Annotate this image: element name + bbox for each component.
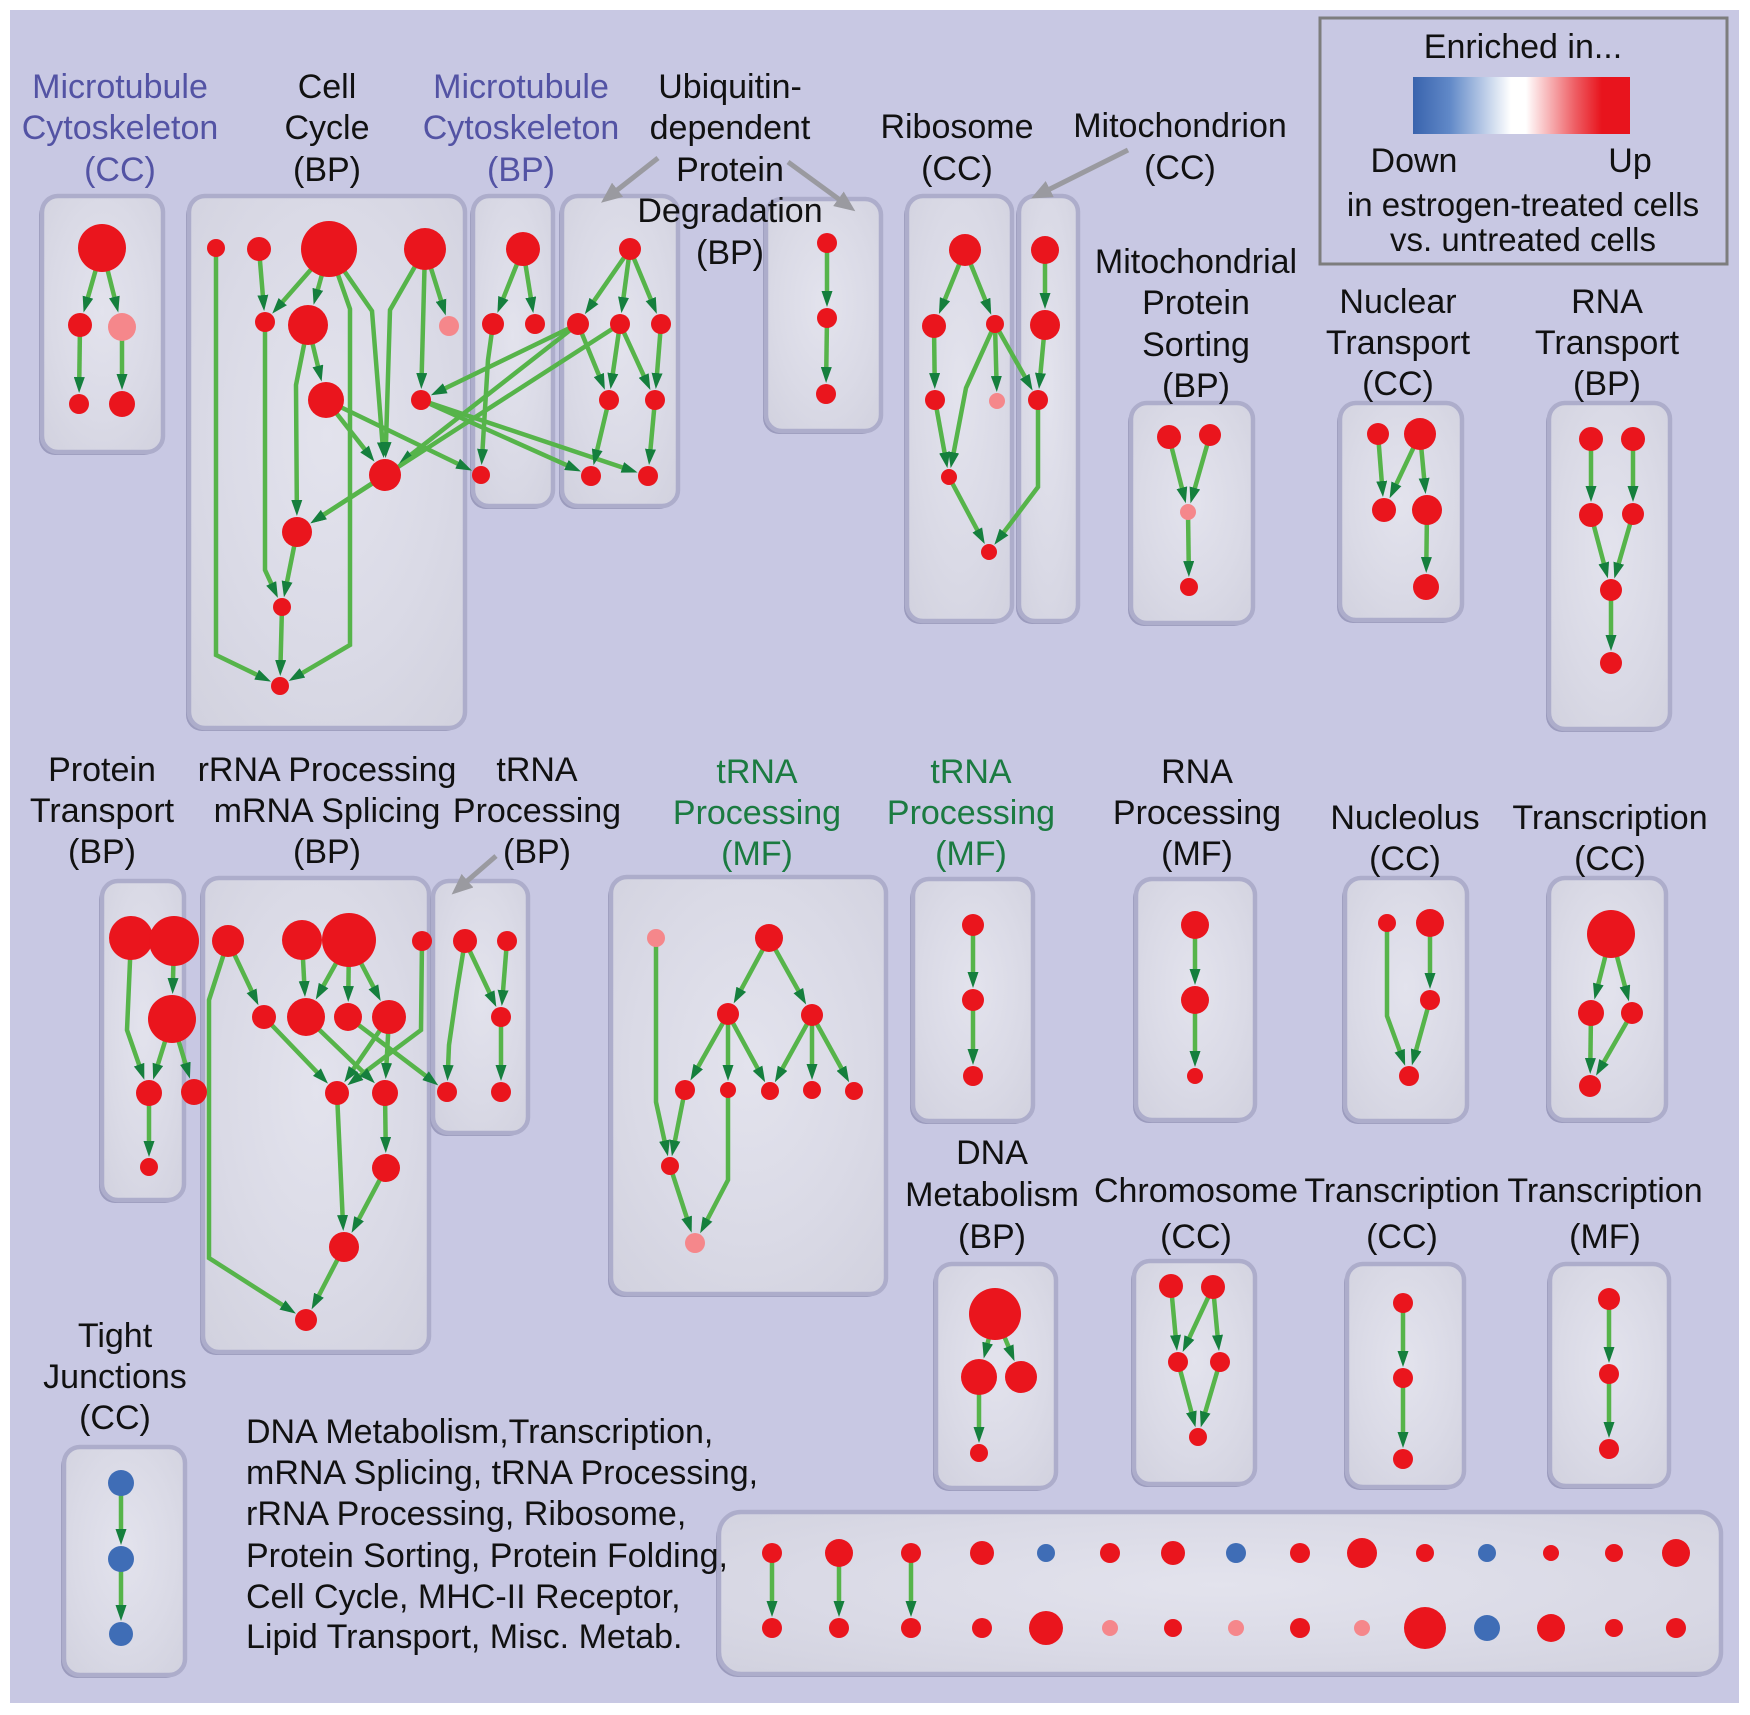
svg-text:Junctions: Junctions (43, 1358, 187, 1396)
svg-text:(CC): (CC) (1369, 840, 1441, 878)
svg-text:(BP): (BP) (958, 1218, 1026, 1256)
svg-text:Protein: Protein (48, 751, 156, 789)
svg-text:tRNA: tRNA (716, 753, 798, 791)
svg-text:(BP): (BP) (68, 833, 136, 871)
svg-text:mRNA Splicing, tRNA Processing: mRNA Splicing, tRNA Processing, (246, 1454, 758, 1492)
svg-text:RNA: RNA (1161, 753, 1233, 791)
svg-text:Transcription: Transcription (1507, 1172, 1702, 1210)
svg-text:(CC): (CC) (84, 151, 156, 189)
svg-text:Transport: Transport (30, 792, 175, 830)
svg-text:Processing: Processing (887, 794, 1055, 832)
svg-text:Cell Cycle, MHC-II Receptor,: Cell Cycle, MHC-II Receptor, (246, 1578, 681, 1616)
svg-text:(MF): (MF) (1161, 835, 1233, 873)
svg-text:Microtubule: Microtubule (433, 68, 609, 106)
svg-text:Metabolism: Metabolism (905, 1176, 1079, 1214)
svg-text:Processing: Processing (673, 794, 841, 832)
svg-text:Transcription: Transcription (1304, 1172, 1499, 1210)
svg-text:Tight: Tight (78, 1317, 153, 1355)
svg-text:rRNA Processing, Ribosome,: rRNA Processing, Ribosome, (246, 1495, 686, 1533)
svg-text:(CC): (CC) (1574, 840, 1646, 878)
svg-text:Ubiquitin-: Ubiquitin- (658, 68, 802, 106)
svg-text:Cell: Cell (298, 68, 357, 106)
svg-text:(BP): (BP) (1573, 365, 1641, 403)
svg-text:Transport: Transport (1535, 324, 1680, 362)
svg-text:Mitochondrial: Mitochondrial (1095, 243, 1297, 281)
svg-text:rRNA Processing: rRNA Processing (198, 751, 457, 789)
svg-text:Nuclear: Nuclear (1339, 283, 1456, 321)
svg-text:Mitochondrion: Mitochondrion (1073, 107, 1287, 145)
svg-text:Cytoskeleton: Cytoskeleton (423, 109, 620, 147)
svg-text:Nucleolus: Nucleolus (1330, 799, 1479, 837)
svg-text:(CC): (CC) (1366, 1218, 1438, 1256)
svg-text:(BP): (BP) (696, 234, 764, 272)
svg-text:Lipid Transport, Misc. Metab.: Lipid Transport, Misc. Metab. (246, 1618, 683, 1656)
svg-text:Transport: Transport (1326, 324, 1471, 362)
svg-text:Processing: Processing (453, 792, 621, 830)
svg-text:Protein: Protein (1142, 284, 1250, 322)
svg-text:(CC): (CC) (1144, 149, 1216, 187)
svg-text:Sorting: Sorting (1142, 326, 1250, 364)
svg-text:(CC): (CC) (79, 1399, 151, 1437)
svg-text:Chromosome: Chromosome (1094, 1172, 1298, 1210)
svg-text:in estrogen-treated cells: in estrogen-treated cells (1347, 186, 1699, 223)
svg-text:Down: Down (1371, 142, 1458, 180)
svg-text:Ribosome: Ribosome (880, 108, 1033, 146)
svg-text:(MF): (MF) (1569, 1218, 1641, 1256)
svg-text:(CC): (CC) (1160, 1218, 1232, 1256)
svg-text:Enriched in...: Enriched in... (1424, 28, 1622, 66)
svg-text:DNA Metabolism,Transcription,: DNA Metabolism,Transcription, (246, 1413, 713, 1451)
svg-text:RNA: RNA (1571, 283, 1643, 321)
svg-text:Cytoskeleton: Cytoskeleton (22, 109, 219, 147)
svg-text:Processing: Processing (1113, 794, 1281, 832)
svg-text:(MF): (MF) (721, 835, 793, 873)
svg-text:(BP): (BP) (293, 151, 361, 189)
svg-text:mRNA Splicing: mRNA Splicing (214, 792, 441, 830)
svg-text:tRNA: tRNA (930, 753, 1012, 791)
svg-text:(BP): (BP) (503, 833, 571, 871)
svg-text:Transcription: Transcription (1512, 799, 1707, 837)
svg-text:(MF): (MF) (935, 835, 1007, 873)
svg-text:tRNA: tRNA (496, 751, 578, 789)
svg-text:(CC): (CC) (921, 150, 993, 188)
svg-text:vs. untreated cells: vs. untreated cells (1390, 221, 1656, 258)
svg-text:Protein Sorting, Protein Foldi: Protein Sorting, Protein Folding, (246, 1537, 728, 1575)
svg-text:Degradation: Degradation (637, 192, 822, 230)
svg-text:(CC): (CC) (1362, 365, 1434, 403)
svg-text:DNA: DNA (956, 1134, 1028, 1172)
svg-text:(BP): (BP) (1162, 367, 1230, 405)
svg-text:(BP): (BP) (293, 833, 361, 871)
svg-text:Up: Up (1608, 142, 1651, 180)
svg-text:dependent: dependent (650, 109, 811, 147)
svg-text:Cycle: Cycle (284, 109, 369, 147)
svg-text:(BP): (BP) (487, 151, 555, 189)
svg-text:Protein: Protein (676, 151, 784, 189)
svg-text:Microtubule: Microtubule (32, 68, 208, 106)
